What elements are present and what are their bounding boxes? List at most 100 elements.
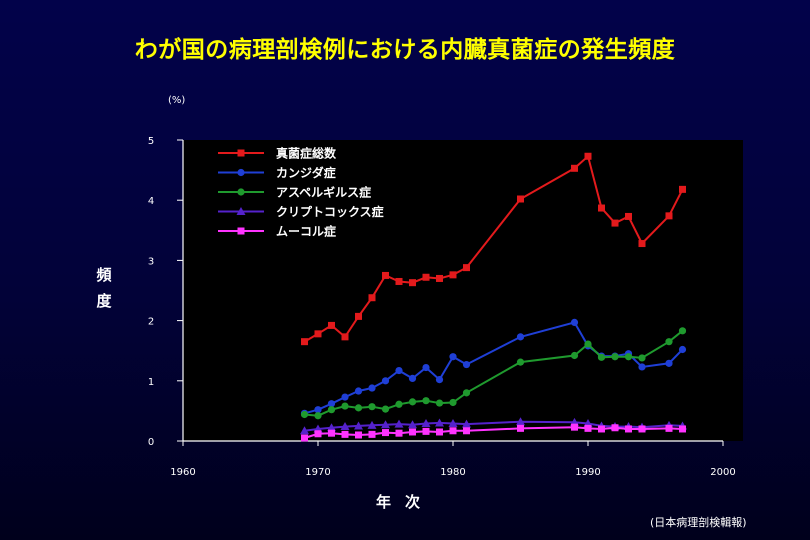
legend-item: ムーコル症 [218, 224, 336, 239]
data-point [638, 425, 646, 433]
data-point [570, 351, 579, 360]
data-point [394, 419, 404, 428]
data-point [327, 423, 336, 432]
x-axis-title: 年次 [375, 493, 434, 511]
data-point [449, 271, 457, 279]
data-point [368, 384, 376, 392]
y-tick-label: 1 [148, 377, 154, 388]
data-point [570, 318, 579, 327]
data-point [665, 424, 673, 432]
data-point [327, 400, 336, 408]
series-line [303, 154, 684, 343]
data-point [422, 273, 430, 281]
data-point [368, 403, 376, 411]
legend-item: 真菌症総数 [218, 146, 337, 161]
legend-marker [236, 207, 246, 215]
data-point [422, 397, 430, 405]
data-point [598, 204, 605, 212]
data-point [382, 271, 389, 279]
data-point [341, 402, 349, 410]
data-point [327, 406, 336, 414]
data-point [598, 425, 605, 433]
legend-marker [237, 149, 245, 157]
data-point [340, 422, 350, 431]
data-point [409, 279, 416, 287]
data-point [638, 354, 646, 362]
data-point [328, 429, 335, 437]
y-tick-label: 3 [148, 256, 154, 267]
data-point [611, 219, 619, 227]
legend-marker [237, 168, 245, 177]
data-point [314, 406, 322, 414]
data-point [463, 427, 470, 435]
legend-label: アスペルギルス症 [276, 185, 371, 200]
legend-marker [237, 188, 245, 196]
data-point [463, 264, 470, 272]
legend-label: 真菌症総数 [276, 146, 337, 161]
data-point [301, 338, 308, 346]
data-point [395, 366, 403, 375]
data-point [409, 428, 416, 436]
data-point [516, 333, 525, 341]
data-point [408, 374, 417, 382]
y-tick-label: 5 [148, 136, 154, 147]
x-tick-label: 1980 [440, 467, 465, 478]
plot-area [183, 140, 743, 441]
data-point [382, 429, 389, 437]
data-point [368, 430, 376, 438]
data-point [584, 340, 592, 348]
data-point [678, 327, 687, 335]
data-point [462, 419, 471, 428]
data-point [422, 427, 430, 435]
data-point [448, 419, 458, 428]
chart-title: わが国の病理剖検例における内臓真菌症の発生頻度 [134, 37, 676, 63]
data-point [408, 420, 417, 429]
data-point [449, 427, 457, 435]
data-point [381, 377, 390, 385]
data-point [678, 345, 687, 354]
data-point [328, 321, 335, 329]
x-tick-label: 1990 [575, 467, 600, 478]
series-line [304, 330, 684, 417]
data-point [665, 359, 673, 367]
data-point [435, 418, 444, 427]
data-point [422, 363, 430, 372]
series-line [304, 420, 683, 432]
data-point [341, 333, 349, 341]
y-tick-label: 4 [148, 196, 154, 207]
data-point [301, 434, 308, 442]
data-point [435, 375, 444, 384]
data-point [625, 212, 632, 220]
data-point [395, 277, 403, 285]
data-point [436, 428, 443, 436]
series-line [304, 426, 683, 439]
data-point [435, 399, 444, 407]
data-point [395, 429, 403, 437]
legend-label: クリプトコックス症 [276, 204, 384, 219]
series-layer [300, 152, 687, 442]
data-point [449, 353, 457, 361]
data-point [679, 185, 686, 193]
data-point [314, 330, 322, 338]
data-point [354, 387, 363, 395]
data-point [341, 393, 349, 401]
legend-item: アスペルギルス症 [218, 185, 371, 200]
data-point [368, 294, 376, 302]
data-point [624, 353, 633, 361]
data-point [625, 425, 632, 433]
data-point [381, 405, 390, 413]
data-point [611, 353, 619, 361]
data-point [665, 338, 673, 346]
data-point [517, 424, 524, 432]
data-point [300, 410, 309, 419]
legend-label: ムーコル症 [276, 224, 336, 239]
data-point [516, 358, 525, 366]
series-1 [301, 152, 686, 346]
y-tick-label: 0 [148, 437, 154, 448]
legend-item: クリプトコックス症 [218, 204, 384, 219]
data-point [354, 421, 363, 430]
legend-item: カンジダ症 [218, 165, 336, 180]
data-point [314, 412, 322, 420]
data-point [462, 389, 471, 397]
